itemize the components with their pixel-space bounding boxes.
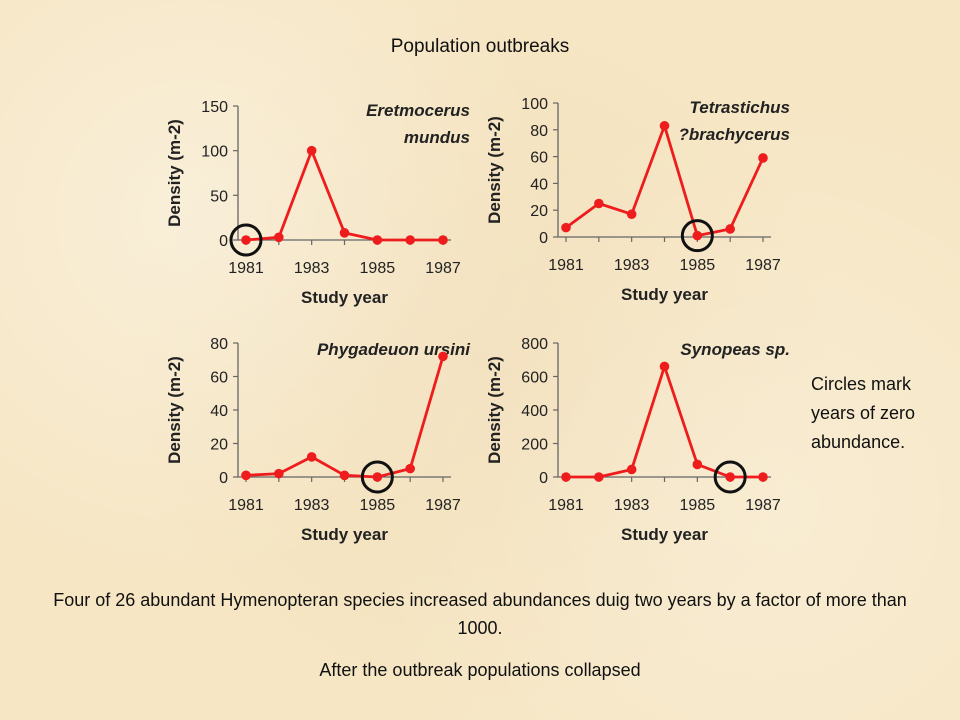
x-axis-title: Study year	[621, 285, 708, 304]
y-tick-label: 100	[521, 96, 548, 113]
data-point	[725, 224, 735, 234]
y-axis-title: Density (m-2)	[485, 356, 504, 464]
y-tick-label: 60	[530, 150, 548, 167]
x-tick-label: 1983	[614, 497, 650, 514]
data-point	[339, 228, 350, 238]
species-label: Eretmocerus	[366, 101, 470, 120]
side-note: Circles mark years of zero abundance.	[811, 374, 916, 452]
data-point	[626, 209, 637, 220]
data-point	[306, 145, 317, 156]
y-axis-title: Density (m-2)	[165, 356, 184, 464]
data-point	[241, 470, 251, 481]
data-point	[758, 153, 768, 163]
data-point	[758, 472, 768, 482]
y-tick-label: 20	[530, 203, 548, 220]
y-tick-label: 50	[210, 188, 228, 205]
x-axis-title: Study year	[301, 525, 388, 544]
x-tick-label: 1987	[745, 257, 781, 274]
x-tick-label: 1983	[294, 260, 330, 277]
y-tick-label: 0	[219, 233, 228, 250]
species-label: mundus	[404, 128, 470, 147]
zero-abundance-circle	[713, 460, 747, 494]
x-tick-label: 1985	[680, 497, 716, 514]
x-tick-label: 1981	[548, 257, 584, 274]
x-tick-label: 1987	[425, 497, 461, 514]
data-point	[372, 472, 383, 482]
x-tick-label: 1981	[228, 497, 264, 514]
y-tick-label: 0	[539, 470, 548, 487]
y-tick-label: 800	[521, 336, 548, 353]
y-axis-title: Density (m-2)	[485, 116, 504, 224]
data-point	[659, 361, 670, 372]
page-title: Population outbreaks	[390, 36, 570, 57]
x-tick-label: 1987	[745, 497, 781, 514]
y-tick-label: 0	[219, 470, 228, 487]
data-point	[372, 235, 383, 245]
series-line	[245, 149, 443, 242]
data-point	[339, 470, 350, 481]
zero-abundance-circle	[680, 219, 714, 253]
y-tick-label: 40	[530, 176, 548, 193]
x-tick-label: 1987	[425, 260, 461, 277]
y-tick-label: 0	[539, 230, 548, 247]
x-tick-label: 1985	[360, 497, 396, 514]
y-axis-title: Density (m-2)	[165, 119, 184, 227]
data-point	[306, 452, 317, 462]
data-point	[405, 463, 415, 474]
y-tick-label: 60	[210, 370, 228, 387]
y-tick-label: 20	[210, 437, 228, 454]
x-tick-label: 1985	[360, 260, 396, 277]
chart-panel-2: 0 20 40 60 80 100 1981 1983 1985 1987 Study year De…	[485, 96, 790, 304]
series-line	[245, 356, 445, 479]
data-point	[274, 232, 284, 243]
footer-note: After the outbreak populations collapsed	[319, 660, 641, 680]
data-point	[241, 235, 251, 245]
x-axis-title: Study year	[621, 525, 708, 544]
x-tick-label: 1985	[680, 257, 716, 274]
species-label: Synopeas sp.	[680, 340, 790, 359]
y-tick-label: 600	[521, 370, 548, 387]
x-tick-label: 1983	[614, 257, 650, 274]
y-tick-label: 40	[210, 403, 228, 420]
y-tick-label: 100	[201, 144, 228, 161]
data-point	[594, 198, 604, 209]
chart-panel-1: 0 50 100 150 1981 1983 1985 1987 Study year Densi…	[165, 99, 470, 307]
x-axis-title: Study year	[301, 288, 388, 307]
y-tick-label: 400	[521, 403, 548, 420]
data-point	[692, 459, 703, 470]
y-tick-label: 80	[530, 123, 548, 140]
data-point	[405, 235, 415, 245]
y-tick-label: 150	[201, 99, 228, 116]
x-tick-label: 1981	[228, 260, 264, 277]
species-label: ?brachycerus	[679, 125, 791, 144]
chart-panel-3: 0 20 40 60 80 1981 1983 1985 1987 Study year Densi…	[165, 336, 471, 544]
zero-abundance-circle	[229, 223, 263, 257]
data-point	[561, 222, 571, 233]
data-point	[274, 468, 284, 479]
data-point	[692, 230, 703, 241]
x-tick-label: 1981	[548, 497, 584, 514]
data-point	[561, 472, 571, 482]
series-line	[566, 365, 763, 479]
data-point	[626, 464, 637, 475]
data-point	[725, 472, 735, 482]
chart-panel-4: 0 200 400 600 800 1981 1983 1985 1987 Study year D…	[485, 336, 790, 544]
species-label: Phygadeuon ursini	[317, 340, 471, 359]
species-label: Tetrastichus	[690, 98, 790, 117]
data-point	[438, 351, 448, 362]
data-point	[659, 120, 670, 131]
data-point	[594, 472, 604, 482]
zero-abundance-circle	[360, 460, 394, 494]
caption: Four of 26 abundant Hymenopteran species…	[53, 590, 907, 638]
x-tick-label: 1983	[294, 497, 330, 514]
data-point	[438, 235, 448, 245]
y-tick-label: 200	[521, 437, 548, 454]
y-tick-label: 80	[210, 336, 228, 353]
